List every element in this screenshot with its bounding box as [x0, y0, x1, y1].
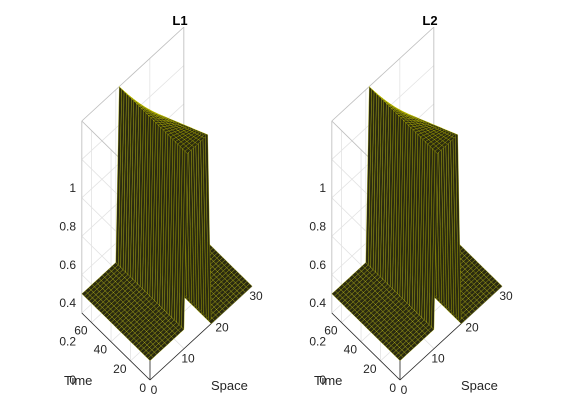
y-tick-label: 0	[389, 381, 396, 395]
z-tick-label: 0.2	[59, 335, 76, 349]
box-edge	[331, 26, 435, 122]
y-tick-label: 60	[74, 324, 88, 338]
z-tick-label: 0.8	[309, 219, 326, 233]
x-tick-label: 20	[215, 320, 229, 334]
x-tick-label: 0	[151, 383, 158, 397]
y-axis-line	[331, 312, 401, 381]
x-axis-label: Space	[461, 378, 498, 393]
y-tick-label: 40	[344, 343, 358, 357]
x-tick-label: 20	[465, 320, 479, 334]
z-tick-label: 1	[69, 181, 76, 195]
x-tick-label: 0	[401, 383, 408, 397]
x-tick-label: 30	[499, 289, 513, 303]
surface-patch	[495, 283, 503, 290]
y-axis-label: Time	[314, 373, 342, 388]
y-tick-label: 0	[139, 381, 146, 395]
x-tick-label: 10	[181, 352, 195, 366]
y-tick-label: 20	[113, 362, 127, 376]
z-tick-label: 1	[319, 181, 326, 195]
z-tick-label: 0.4	[59, 296, 76, 310]
z-tick-label: 0.6	[59, 258, 76, 272]
x-tick-label: 10	[431, 352, 445, 366]
y-tick-label: 60	[324, 324, 338, 338]
box-edge	[81, 26, 185, 122]
y-axis-label: Time	[64, 373, 92, 388]
chart-title: L2	[422, 13, 437, 28]
surface-plot	[81, 86, 253, 362]
z-tick-label: 0.2	[309, 335, 326, 349]
surface-plot	[331, 86, 503, 362]
z-tick-label: 0	[319, 373, 326, 387]
z-tick-label: 0.6	[309, 258, 326, 272]
z-tick-label: 0	[69, 373, 76, 387]
y-axis-line	[81, 312, 151, 381]
z-tick-label: 0.8	[59, 219, 76, 233]
y-tick-label: 20	[363, 362, 377, 376]
z-tick-label: 0.4	[309, 296, 326, 310]
y-tick-label: 40	[94, 343, 108, 357]
x-axis-label: Space	[211, 378, 248, 393]
surface-patch	[245, 283, 253, 290]
chart-title: L1	[172, 13, 187, 28]
x-tick-label: 30	[249, 289, 263, 303]
